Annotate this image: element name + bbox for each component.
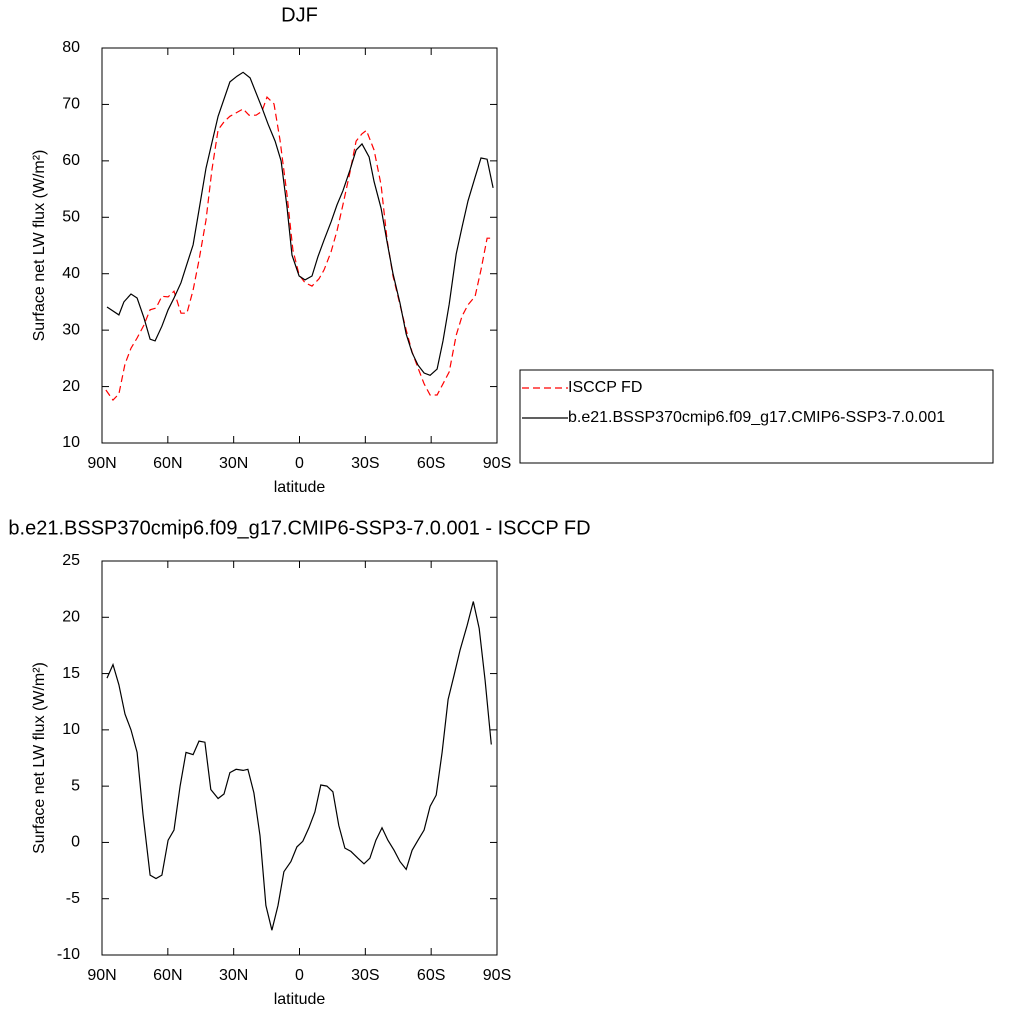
y-tick-label: 0 [71,834,80,851]
legend-label: ISCCP FD [568,379,642,396]
x-tick-label: 90N [87,455,116,472]
x-tick-label: 0 [295,455,304,472]
x-axis-label: latitude [274,991,326,1008]
x-tick-label: 60N [153,967,182,984]
y-tick-label: 10 [62,721,80,738]
legend-label: b.e21.BSSP370cmip6.f09_g17.CMIP6-SSP3-7.… [568,409,945,426]
y-tick-label: 50 [62,209,80,226]
y-tick-label: 40 [62,265,80,282]
series-line [106,71,494,376]
chart-title: DJF [281,4,318,26]
legend: ISCCP FD b.e21.BSSP370cmip6.f09_g17.CMIP6… [519,369,994,464]
x-tick-label: 60N [153,455,182,472]
y-tick-label: 20 [62,378,80,395]
y-tick-label: 20 [62,609,80,626]
y-tick-label: -10 [57,946,80,963]
x-tick-label: 60S [417,455,445,472]
x-tick-label: 60S [417,967,445,984]
x-tick-label: 30S [351,967,379,984]
y-axis-label: Surface net LW flux (W/m²) [31,150,48,342]
y-tick-label: 30 [62,321,80,338]
y-tick-label: 15 [62,665,80,682]
series-line [105,96,494,402]
chart-title: b.e21.BSSP370cmip6.f09_g17.CMIP6-SSP3-7.… [8,517,590,539]
y-tick-label: 80 [62,39,80,56]
x-axis-label: latitude [274,479,326,496]
y-tick-label: -5 [66,890,80,907]
x-tick-label: 90S [483,967,511,984]
plot-frame [101,47,498,444]
y-tick-label: 25 [62,552,80,569]
plot-frame [101,560,498,956]
y-tick-label: 70 [62,96,80,113]
x-tick-label: 90S [483,455,511,472]
series-line [106,601,492,931]
x-tick-label: 30N [219,455,248,472]
legend-box [519,369,994,464]
y-tick-label: 5 [71,777,80,794]
y-tick-label: 60 [62,152,80,169]
x-tick-label: 0 [295,967,304,984]
x-tick-label: 30N [219,967,248,984]
y-tick-label: 10 [62,434,80,451]
x-tick-label: 30S [351,455,379,472]
y-axis-label: Surface net LW flux (W/m²) [31,662,48,854]
x-tick-label: 90N [87,967,116,984]
